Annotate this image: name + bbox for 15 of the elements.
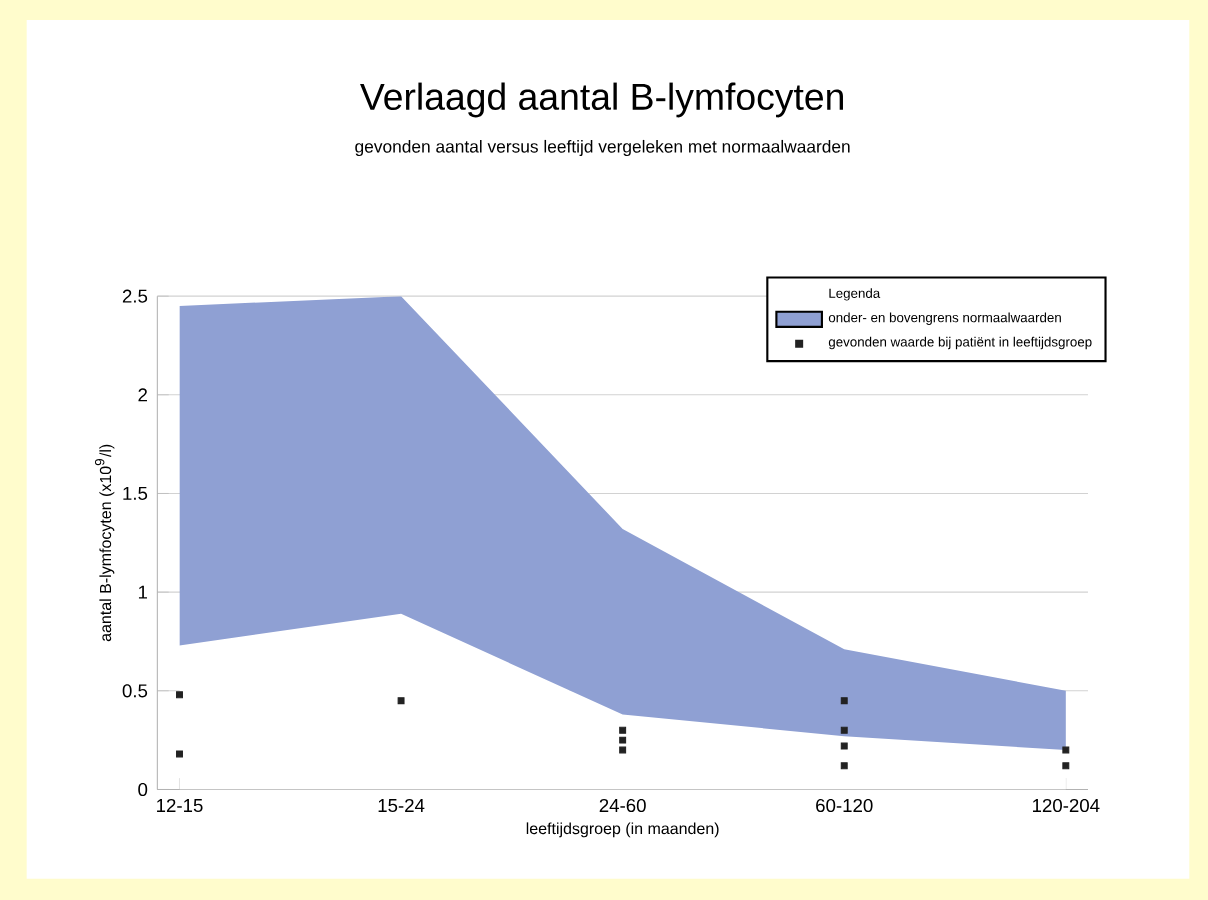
- x-tick-label: 24-60: [599, 798, 646, 813]
- y-tick-label: 1: [138, 585, 147, 599]
- chart-title: Verlaagd aantal B-lymfocyten: [360, 82, 843, 118]
- chart-subtitle: gevonden aantal versus leeftijd vergeleken met normaalwaarden: [355, 139, 850, 157]
- y-tick-label: 1.5: [123, 486, 148, 500]
- x-tick-label: 12-15: [157, 798, 203, 813]
- y-tick-label: 2.5: [122, 289, 148, 303]
- y-axis-title: aantal B-lymfocyten (x10$^{9}$/l): [94, 444, 115, 642]
- x-tick-label: 60-120: [816, 798, 873, 813]
- y-tick-label: 0: [138, 782, 148, 797]
- y-tick-label: 0.5: [122, 684, 148, 698]
- x-tick-label: 120-204: [1032, 798, 1100, 813]
- y-tick-label: 2: [138, 388, 147, 402]
- x-tick-label: 15-24: [378, 798, 425, 813]
- x-axis-title: leeftijdsgroep (in maanden): [526, 822, 719, 838]
